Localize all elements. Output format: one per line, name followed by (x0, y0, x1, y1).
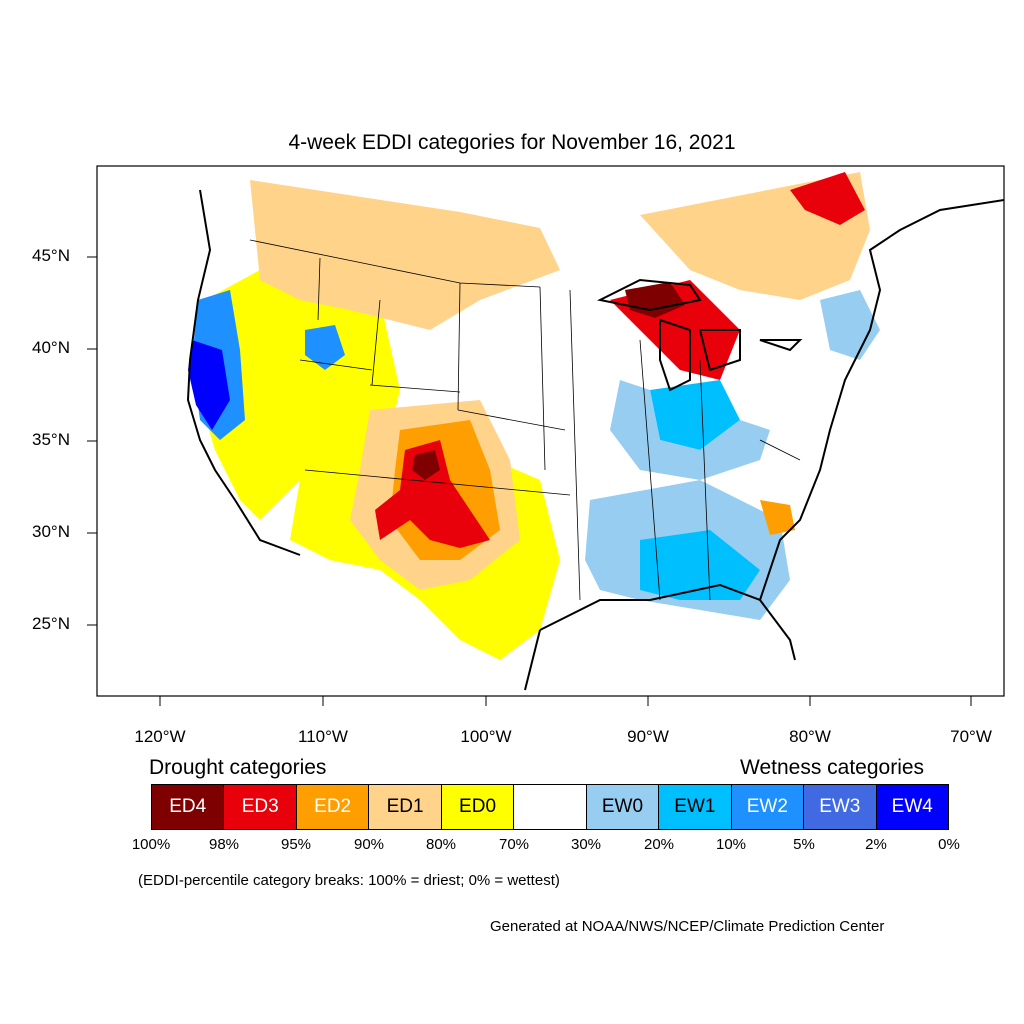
map-title: 4-week EDDI categories for November 16, … (288, 131, 736, 154)
region-northeast-ew0 (820, 290, 880, 360)
category-breaks-note: (EDDI-percentile category breaks: 100% =… (138, 872, 560, 889)
legend-cell-ew0: EW0 (586, 785, 660, 829)
percentile-label: 95% (280, 836, 312, 853)
lon-tick-label: 70°W (950, 727, 992, 746)
region-gulf-ew1 (640, 530, 760, 600)
region-idaho-ew2 (305, 325, 345, 370)
axis-ticks (87, 256, 972, 706)
legend-cell-ed1: ED1 (369, 785, 442, 829)
legend-cell-ew3: EW3 (804, 785, 877, 829)
lat-tick-label: 25°N (32, 614, 70, 633)
percentile-label: 70% (498, 836, 530, 853)
lon-tick-label: 80°W (789, 727, 831, 746)
legend-cell-ed3: ED3 (224, 785, 297, 829)
percentile-label: 90% (353, 836, 385, 853)
map-frame (96, 165, 1005, 697)
region-plains-ed1 (250, 180, 560, 330)
legend-cell-ew2: EW2 (731, 785, 805, 829)
region-west-yellow (200, 260, 400, 520)
lon-tick-label: 120°W (134, 727, 186, 746)
coastline (186, 189, 1004, 691)
region-carolina-ed2 (760, 500, 795, 535)
lon-tick-label: 90°W (627, 727, 669, 746)
percentile-label: 80% (425, 836, 457, 853)
legend-colorbar: ED4 ED3 ED2 ED1 ED0 EW0 EW1 EW2 EW3 EW4 (151, 784, 949, 830)
lat-tick-label: 45°N (32, 246, 70, 265)
region-ohio-ew1 (650, 380, 740, 450)
legend-cell-ew1: EW1 (659, 785, 732, 829)
legend-cell-ew4: EW4 (876, 785, 948, 829)
percentile-label: 100% (131, 836, 171, 853)
legend-cell-ed2: ED2 (296, 785, 370, 829)
legend-cell-ed4: ED4 (152, 785, 225, 829)
region-maine-ed3 (790, 172, 865, 225)
region-highplains-ed3 (375, 440, 490, 548)
lat-tick-label: 35°N (32, 430, 70, 449)
credit-line: Generated at NOAA/NWS/NCEP/Climate Predi… (490, 918, 885, 935)
region-highplains-ed4 (412, 450, 440, 480)
lat-tick-label: 40°N (32, 338, 70, 357)
lon-tick-label: 110°W (298, 727, 348, 746)
region-ohio-ew0 (610, 380, 770, 480)
percentile-label: 20% (643, 836, 675, 853)
percentile-label: 5% (793, 836, 815, 853)
lat-tick-label: 30°N (32, 522, 70, 541)
percentile-label: 2% (865, 836, 887, 853)
percentile-label: 0% (938, 836, 960, 853)
lon-tick-label: 100°W (460, 727, 512, 746)
drought-categories-heading: Drought categories (149, 756, 327, 779)
state-borders (249, 239, 801, 601)
legend-cell-neutral (514, 785, 587, 829)
legend-cell-ed0: ED0 (441, 785, 515, 829)
percentile-label: 98% (208, 836, 240, 853)
wetness-categories-heading: Wetness categories (740, 756, 925, 779)
percentile-label: 30% (570, 836, 602, 853)
region-california-ew4 (188, 340, 230, 430)
percentile-label: 10% (715, 836, 747, 853)
